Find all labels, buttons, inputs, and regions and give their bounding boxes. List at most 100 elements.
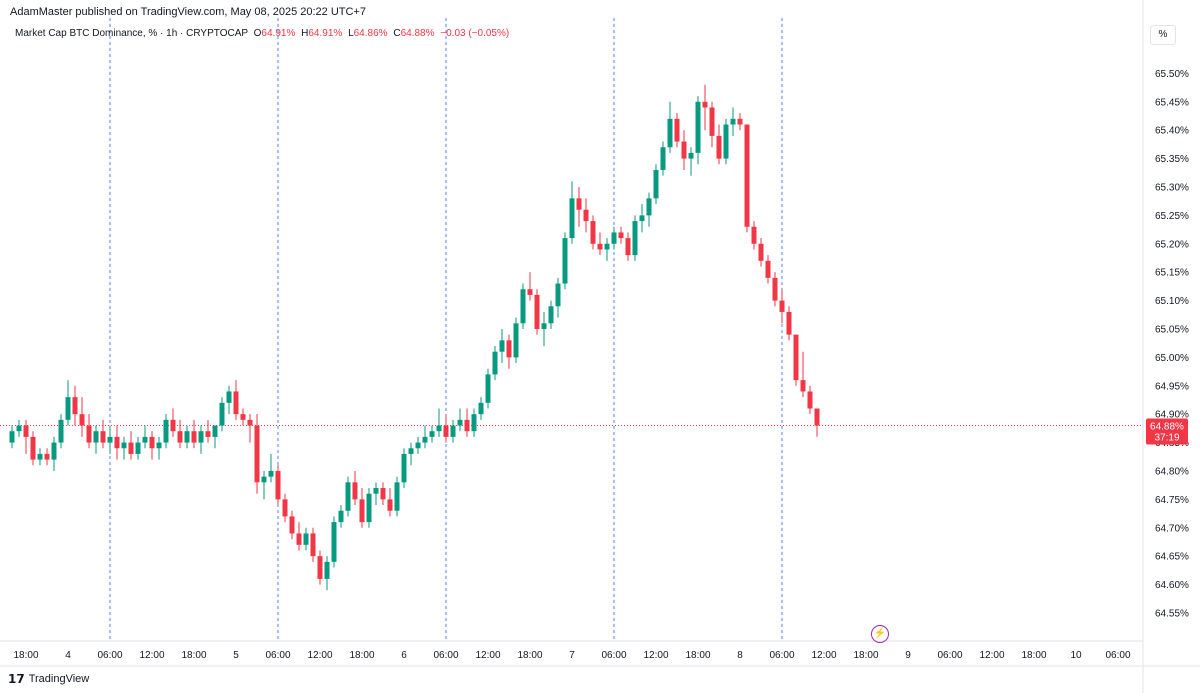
candle bbox=[618, 226, 624, 244]
candle bbox=[198, 425, 204, 454]
candle bbox=[604, 238, 610, 261]
candle-body bbox=[513, 323, 519, 358]
candle bbox=[597, 232, 603, 256]
candle bbox=[261, 470, 267, 500]
candle-body bbox=[100, 431, 106, 443]
time-axis[interactable]: 18:00 4 06:00 12:00 18:00 5 06:00 12:00 18:00 6 06… bbox=[13, 650, 1130, 661]
price-tick-label: 64.95% bbox=[1155, 381, 1189, 392]
candle-body bbox=[590, 221, 596, 244]
candle-body bbox=[485, 374, 491, 403]
price-tick-label: 64.70% bbox=[1155, 523, 1189, 534]
candle bbox=[751, 221, 757, 250]
candle-body bbox=[268, 470, 274, 477]
publisher-caption: AdamMaster published on TradingView.com,… bbox=[10, 6, 366, 18]
open-value: 64.91% bbox=[261, 28, 296, 39]
price-axis[interactable]: 65.50% 65.45% 65.40% 65.35% 65.30% 65.25% 65.2… bbox=[1155, 69, 1189, 620]
price-tick-label: 65.15% bbox=[1155, 268, 1189, 279]
candle-body bbox=[205, 431, 211, 437]
candle-body bbox=[506, 340, 512, 358]
candle-body bbox=[632, 221, 638, 256]
tradingview-logo-icon[interactable]: 𝟭𝟳 bbox=[8, 672, 25, 686]
time-tick-label: 18:00 bbox=[1021, 650, 1046, 661]
price-tick-label: 65.40% bbox=[1155, 126, 1189, 137]
candle bbox=[310, 527, 316, 562]
candle bbox=[436, 408, 442, 437]
footer-brand[interactable]: TradingView bbox=[28, 673, 90, 685]
candle bbox=[779, 289, 785, 324]
candle bbox=[107, 425, 113, 454]
lightning-event-icon[interactable]: ⚡ bbox=[871, 625, 889, 643]
candle bbox=[401, 448, 407, 489]
symbol-title[interactable]: Market Cap BTC Dominance, % · 1h · CRYPT… bbox=[15, 28, 248, 39]
candle-body bbox=[387, 499, 393, 511]
candle-body bbox=[317, 556, 323, 579]
candle bbox=[212, 425, 218, 449]
candle bbox=[681, 130, 687, 170]
candle bbox=[415, 436, 421, 454]
candle bbox=[114, 425, 120, 460]
footer: 𝟭𝟳 TradingView bbox=[8, 672, 89, 686]
candle bbox=[590, 215, 596, 250]
candle bbox=[289, 510, 295, 540]
close-value: 64.88% bbox=[400, 28, 435, 39]
price-tick-label: 65.25% bbox=[1155, 211, 1189, 222]
time-tick-label: 06:00 bbox=[433, 650, 458, 661]
candle bbox=[625, 232, 631, 261]
candle bbox=[471, 408, 477, 437]
candle-body bbox=[16, 425, 22, 432]
candle-body bbox=[156, 442, 162, 449]
time-tick-label: 18:00 bbox=[853, 650, 878, 661]
candle bbox=[506, 334, 512, 369]
candle-body bbox=[345, 482, 351, 511]
candle-body bbox=[65, 397, 71, 420]
candle bbox=[37, 448, 43, 466]
candle-body bbox=[534, 294, 540, 329]
candle-body bbox=[359, 499, 365, 523]
candle bbox=[583, 198, 589, 233]
candle-body bbox=[548, 306, 554, 324]
candle bbox=[611, 226, 617, 250]
candle-body bbox=[744, 124, 750, 227]
time-tick-label: 10 bbox=[1070, 650, 1082, 661]
high-key: H bbox=[301, 28, 309, 39]
time-tick-label: 12:00 bbox=[475, 650, 500, 661]
candle bbox=[268, 453, 274, 483]
candle bbox=[219, 397, 225, 432]
candle-body bbox=[261, 476, 267, 483]
last-price-label-bg bbox=[1146, 418, 1188, 445]
candle-body bbox=[429, 431, 435, 437]
candle-body bbox=[758, 243, 764, 261]
candle-body bbox=[807, 391, 813, 409]
candle-body bbox=[233, 391, 239, 415]
candle-body bbox=[751, 226, 757, 244]
candle-body bbox=[303, 533, 309, 545]
candle bbox=[464, 408, 470, 437]
candle bbox=[527, 272, 533, 301]
candle bbox=[765, 255, 771, 284]
time-tick-label: 5 bbox=[233, 650, 239, 661]
candle bbox=[709, 101, 715, 148]
candle bbox=[632, 215, 638, 261]
candle bbox=[653, 164, 659, 205]
candle-body bbox=[723, 124, 729, 159]
candle-body bbox=[562, 238, 568, 284]
price-tick-label: 64.65% bbox=[1155, 552, 1189, 563]
candle-body bbox=[352, 482, 358, 500]
price-tick-label: 65.10% bbox=[1155, 296, 1189, 307]
candle bbox=[16, 419, 22, 437]
candle bbox=[359, 488, 365, 528]
candle-body bbox=[9, 431, 15, 443]
percent-scale-button[interactable]: % bbox=[1150, 25, 1176, 45]
candle-body bbox=[702, 101, 708, 108]
candle-body bbox=[569, 198, 575, 239]
candle-body bbox=[457, 419, 463, 426]
candle bbox=[702, 84, 708, 131]
candle-body bbox=[240, 414, 246, 420]
candle-body bbox=[597, 243, 603, 250]
time-tick-label: 12:00 bbox=[979, 650, 1004, 661]
candle bbox=[793, 334, 799, 386]
price-tick-label: 64.80% bbox=[1155, 466, 1189, 477]
candle-body bbox=[366, 493, 372, 523]
candle-body bbox=[786, 311, 792, 335]
